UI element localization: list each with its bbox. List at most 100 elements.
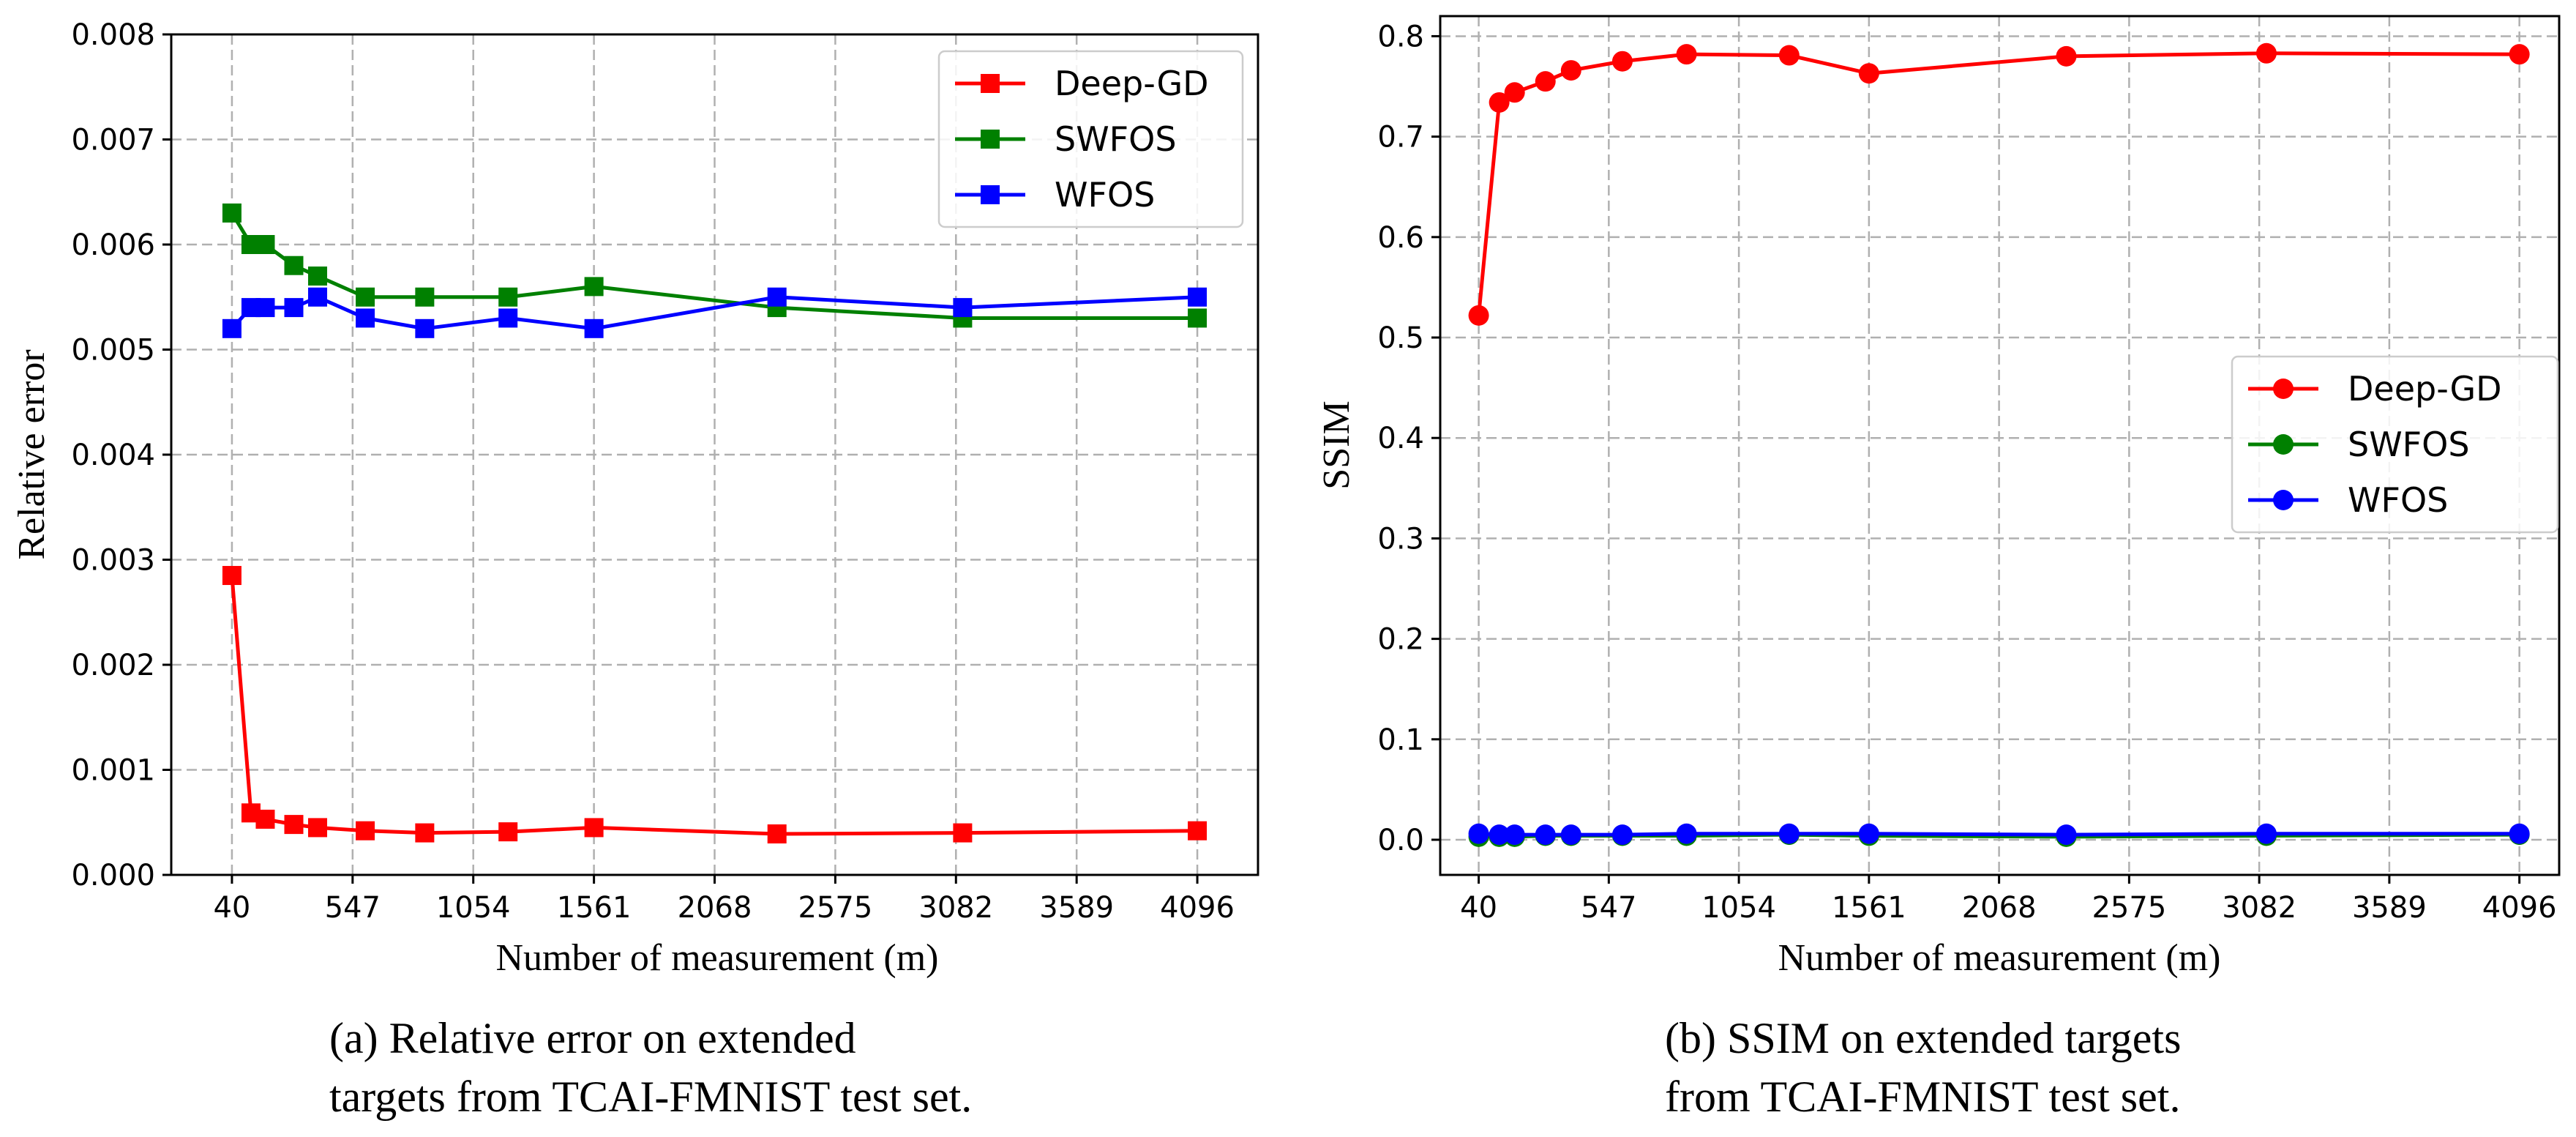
- data-point-wfos: [1535, 824, 1556, 846]
- series-line-deep-gd: [1477, 51, 2520, 316]
- caption-line-2: targets from TCAI-FMNIST test set.: [329, 1073, 972, 1121]
- data-point-deep-gd: [1560, 60, 1581, 81]
- data-point-deep-gd: [1611, 51, 1633, 72]
- caption-line-1: (b) SSIM on extended targets: [1665, 1014, 2181, 1062]
- caption-line-2: from TCAI-FMNIST test set.: [1665, 1073, 2180, 1121]
- y-tick-label: 0.006: [71, 228, 155, 262]
- series-line-wfos: [1478, 832, 2520, 837]
- data-point-swfos: [356, 287, 375, 307]
- x-tick-label: 3589: [1039, 891, 1114, 925]
- x-axis-label: Number of measurement (m): [495, 937, 938, 979]
- chart-relative-error: Number of measurement (m) Relative error…: [11, 18, 1259, 1121]
- data-point-deep-gd: [222, 566, 242, 586]
- data-point-swfos: [415, 287, 435, 307]
- legend: [937, 50, 1244, 228]
- plot-frame: [170, 33, 1259, 876]
- data-point-deep-gd: [953, 823, 973, 843]
- y-tick-label: 0.000: [71, 859, 155, 892]
- x-tick-label: 547: [325, 891, 381, 925]
- data-point-deep-gd: [1676, 44, 1697, 65]
- data-point-wfos: [415, 318, 435, 338]
- x-tick-label: 1054: [436, 891, 511, 925]
- y-tick-label: 0.0: [1377, 824, 1424, 857]
- data-point-swfos: [222, 203, 242, 223]
- x-tick-label: 3082: [918, 891, 993, 925]
- x-tick-label: 3082: [2222, 891, 2296, 925]
- legend-marker: [981, 185, 1000, 204]
- y-tick-label: 0.2: [1377, 623, 1424, 657]
- x-tick-label: 3589: [2352, 891, 2427, 925]
- x-tick-label: 2575: [798, 891, 872, 925]
- data-point-wfos: [498, 308, 518, 328]
- data-point-wfos: [255, 298, 275, 318]
- data-point-deep-gd: [767, 824, 787, 844]
- legend-label-deep-gd: Deep-GD: [1055, 64, 1209, 103]
- legend-label-wfos: WFOS: [2348, 480, 2448, 520]
- data-point-deep-gd: [1504, 82, 1525, 103]
- data-point-deep-gd: [498, 822, 518, 842]
- data-point-deep-gd: [1858, 63, 1879, 84]
- x-tick-label: 1561: [557, 891, 632, 925]
- data-point-deep-gd: [1489, 92, 1510, 113]
- data-point-swfos: [255, 235, 275, 254]
- y-tick-label: 0.1: [1377, 723, 1424, 757]
- data-point-deep-gd: [284, 815, 304, 835]
- x-tick-label: 40: [213, 891, 250, 925]
- x-tick-label: 2068: [678, 891, 752, 925]
- data-point-wfos: [2255, 823, 2277, 844]
- legend-marker: [981, 130, 1000, 149]
- legend-label-swfos: SWFOS: [2348, 425, 2470, 464]
- data-point-wfos: [1504, 824, 1525, 846]
- data-point-wfos: [222, 318, 242, 338]
- legend-marker: [2273, 434, 2294, 455]
- plot-frame: [1439, 15, 2561, 876]
- data-point-swfos: [284, 256, 304, 275]
- data-point-wfos: [2509, 823, 2530, 844]
- x-tick-label: 4096: [1160, 891, 1235, 925]
- x-tick-label: 40: [1460, 891, 1497, 925]
- data-point-wfos: [356, 308, 375, 328]
- legend-label-swfos: SWFOS: [1055, 119, 1177, 159]
- data-point-deep-gd: [415, 823, 435, 843]
- data-point-deep-gd: [2255, 42, 2277, 64]
- x-tick-label: 1561: [1832, 891, 1906, 925]
- y-tick-label: 0.5: [1377, 321, 1424, 355]
- y-tick-label: 0.004: [71, 439, 155, 472]
- data-point-wfos: [308, 287, 328, 307]
- data-point-wfos: [767, 287, 787, 307]
- data-point-deep-gd: [1535, 71, 1556, 92]
- data-point-wfos: [1676, 823, 1697, 844]
- x-tick-label: 1054: [1701, 891, 1776, 925]
- data-point-wfos: [1188, 287, 1208, 307]
- data-point-wfos: [1560, 824, 1581, 846]
- data-point-deep-gd: [1188, 821, 1208, 840]
- x-tick-label: 2575: [2092, 891, 2166, 925]
- legend-marker: [981, 74, 1000, 93]
- data-point-wfos: [1468, 823, 1489, 844]
- x-axis-label: Number of measurement (m): [1778, 937, 2220, 979]
- y-tick-label: 0.007: [71, 124, 155, 157]
- y-tick-label: 0.4: [1377, 422, 1424, 455]
- legend-label-wfos: WFOS: [1055, 175, 1155, 215]
- data-point-swfos: [498, 287, 518, 307]
- data-point-swfos: [308, 266, 328, 286]
- caption-line-1: (a) Relative error on extended: [329, 1014, 856, 1062]
- y-tick-label: 0.7: [1377, 121, 1424, 154]
- y-axis-label: SSIM: [1316, 400, 1358, 489]
- legend: [2231, 355, 2559, 534]
- legend-marker: [2273, 490, 2294, 510]
- y-tick-label: 0.3: [1377, 522, 1424, 556]
- data-point-deep-gd: [1468, 305, 1489, 326]
- data-point-wfos: [2056, 824, 2077, 846]
- data-point-wfos: [1858, 823, 1879, 844]
- y-tick-label: 0.8: [1377, 20, 1424, 53]
- y-tick-label: 0.6: [1377, 221, 1424, 255]
- chart-ssim: Number of measurement (m) SSIM (b) SSIM …: [1316, 15, 2561, 1121]
- data-point-wfos: [584, 318, 604, 338]
- data-point-wfos: [284, 298, 304, 318]
- x-tick-label: 547: [1581, 891, 1636, 925]
- data-point-deep-gd: [255, 809, 275, 829]
- data-point-deep-gd: [2509, 44, 2530, 65]
- x-tick-label: 2068: [1962, 891, 2037, 925]
